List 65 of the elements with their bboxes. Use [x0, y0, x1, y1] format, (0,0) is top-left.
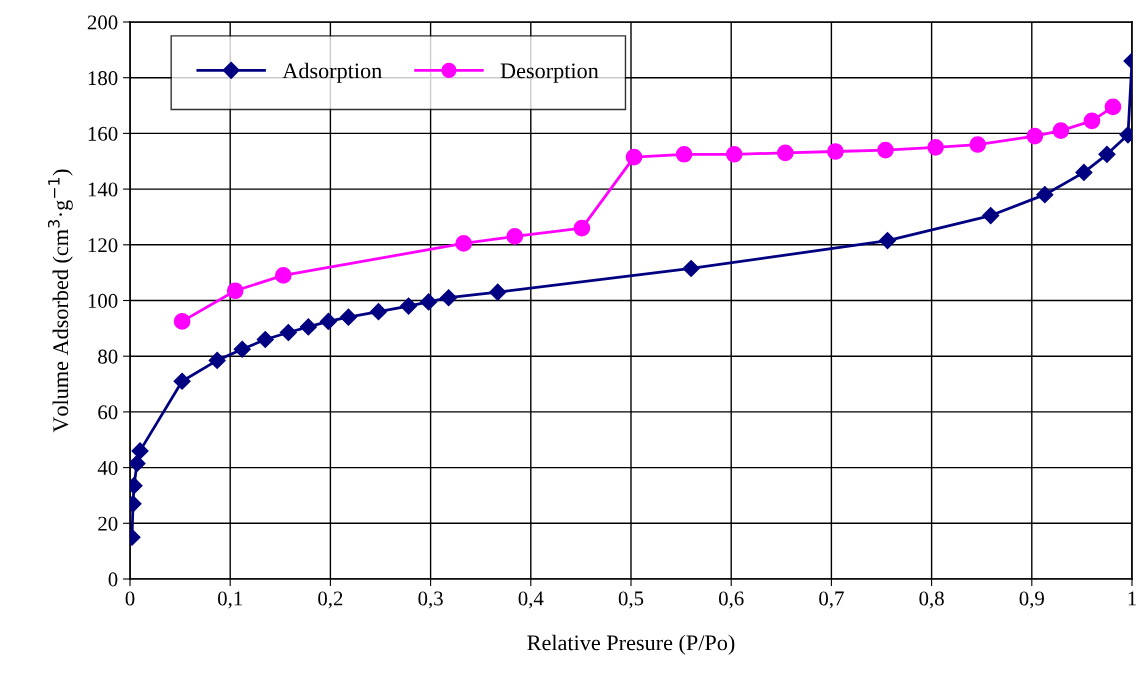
y-axis-title: Volume Adsorbed (cm$^{3}$·g$^{−1}$) — [47, 169, 73, 433]
point — [420, 293, 438, 311]
legend-label: Adsorption — [282, 62, 382, 83]
legend-label: Desorption — [500, 63, 599, 83]
point — [173, 372, 191, 390]
point — [877, 141, 894, 159]
x-tick-label: 0,4 — [518, 591, 544, 609]
x-tick-label: 0,2 — [318, 591, 343, 609]
point — [369, 303, 388, 321]
point — [233, 340, 251, 358]
point — [208, 351, 226, 369]
y-tick-label: 100 — [88, 293, 118, 308]
point — [1104, 98, 1122, 116]
point — [1052, 122, 1070, 139]
point — [1075, 163, 1093, 181]
point — [927, 138, 944, 156]
x-tick-label: 0,7 — [819, 591, 844, 609]
x-tick-label: 0,9 — [1019, 591, 1044, 609]
point — [878, 232, 897, 250]
point — [274, 267, 292, 284]
y-tick-label: 40 — [97, 460, 118, 476]
point — [489, 283, 507, 301]
point — [339, 308, 357, 326]
x-tick-label: 0,1 — [217, 591, 242, 609]
point — [506, 228, 524, 245]
point — [455, 235, 473, 252]
point — [969, 136, 987, 153]
point — [319, 312, 337, 330]
x-tick-label: 1 — [1128, 591, 1136, 606]
point — [1098, 145, 1116, 163]
point — [827, 143, 844, 160]
point — [675, 145, 693, 163]
x-tick-label: 0 — [125, 591, 135, 606]
point — [573, 219, 591, 237]
y-tick-label: 120 — [88, 238, 118, 253]
x-tick-label: 0,3 — [418, 591, 443, 609]
point — [130, 454, 146, 472]
point — [1036, 186, 1054, 204]
point — [776, 144, 794, 162]
point — [1026, 127, 1044, 145]
y-tick-label: 0 — [108, 572, 118, 587]
point — [400, 297, 418, 315]
x-axis-title: Relative Presure (P/Po) — [527, 634, 735, 655]
point — [982, 207, 1000, 225]
y-tick-label: 160 — [88, 126, 118, 141]
y-tick-label: 140 — [88, 182, 118, 197]
point — [625, 148, 643, 166]
x-tick-label: 0,6 — [718, 591, 744, 609]
point — [131, 442, 149, 460]
point — [299, 318, 317, 336]
y-tick-label: 80 — [98, 349, 118, 364]
point — [440, 289, 458, 307]
point — [682, 259, 700, 278]
y-tick-label: 60 — [98, 405, 118, 420]
y-tick-label: 180 — [88, 71, 118, 86]
point — [279, 323, 297, 342]
x-tick-label: 0,5 — [618, 591, 644, 609]
point — [226, 282, 244, 300]
point — [725, 145, 743, 163]
point — [173, 313, 191, 330]
y-tick-label: 200 — [87, 15, 118, 30]
x-tick-label: 0,8 — [919, 591, 944, 609]
y-tick-label: 20 — [98, 516, 118, 531]
point — [256, 330, 274, 349]
point — [1083, 112, 1101, 130]
